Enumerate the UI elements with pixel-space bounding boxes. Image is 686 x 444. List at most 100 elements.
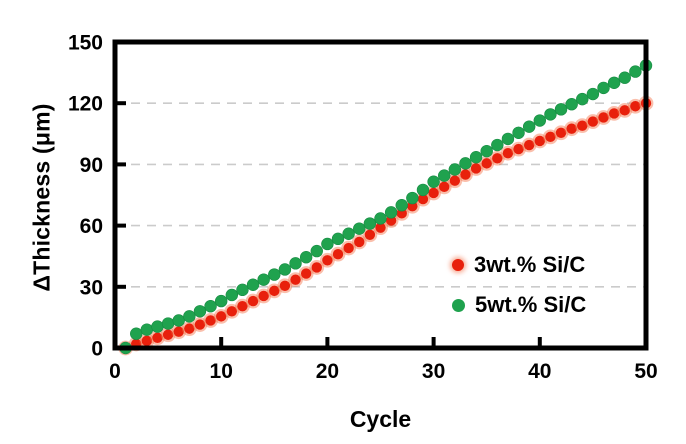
data-point-3wt [449, 175, 461, 186]
data-point-3wt [608, 108, 620, 119]
data-point-5wt [183, 310, 196, 323]
data-point-3wt [269, 285, 280, 297]
data-point-3wt [619, 105, 630, 116]
data-point-3wt [460, 169, 471, 180]
data-point-5wt [597, 81, 610, 95]
data-point-5wt [448, 163, 462, 176]
data-point-3wt [545, 131, 556, 143]
data-point-3wt [311, 262, 322, 273]
data-point-5wt [586, 87, 600, 101]
data-point-5wt [278, 263, 292, 276]
data-point-5wt [533, 114, 546, 127]
x-tick-label-10: 10 [210, 360, 233, 383]
y-tick-label-150: 150 [68, 32, 103, 55]
data-point-3wt [502, 147, 514, 159]
data-point-3wt [439, 181, 450, 193]
data-point-5wt [215, 294, 228, 308]
data-point-5wt [331, 232, 345, 246]
data-point-5wt [427, 175, 440, 188]
plot-frame [112, 39, 649, 351]
data-point-5wt [363, 217, 377, 230]
data-point-5wt [161, 317, 175, 330]
data-point-3wt [290, 274, 301, 285]
data-point-3wt [630, 101, 641, 112]
data-point-3wt [428, 187, 439, 199]
data-point-5wt [299, 251, 313, 264]
data-point-5wt [321, 237, 334, 251]
data-point-3wt [354, 236, 365, 248]
y-tick-label-30: 30 [80, 276, 103, 299]
data-point-5wt [469, 151, 483, 164]
data-point-3wt [279, 280, 291, 291]
data-point-3wt [152, 332, 163, 343]
data-point-3wt [226, 306, 238, 317]
data-point-5wt [384, 206, 398, 219]
data-point-5wt [374, 212, 387, 225]
legend-marker-5wt-icon [452, 298, 465, 312]
data-point-3wt [216, 311, 227, 322]
data-point-5wt [193, 305, 207, 318]
data-point-5wt [607, 76, 621, 90]
data-point-3wt [513, 143, 524, 155]
data-point-5wt [438, 169, 451, 182]
data-point-5wt [522, 120, 536, 133]
data-point-5wt [416, 183, 430, 197]
data-point-3wt [332, 248, 344, 260]
data-point-5wt [512, 126, 525, 139]
data-point-3wt [417, 193, 429, 205]
data-point-3wt [555, 127, 567, 138]
data-point-5wt [289, 257, 302, 270]
data-point-3wt [247, 295, 259, 307]
legend-label-3wt: 3wt.% Si/C [474, 252, 586, 277]
data-point-3wt [566, 123, 577, 134]
data-point-5wt [480, 144, 493, 158]
data-point-3wt [343, 242, 354, 254]
data-point-3wt [162, 329, 174, 340]
data-point-5wt [310, 244, 323, 258]
data-point-3wt [364, 229, 376, 240]
data-point-3wt [587, 116, 599, 127]
data-point-5wt [140, 323, 154, 336]
legend-item-5wt: 5wt.% Si/C [452, 285, 586, 325]
data-point-5wt [501, 132, 515, 146]
data-point-3wt [375, 222, 386, 233]
data-point-5wt [225, 288, 239, 302]
data-point-3wt [322, 255, 333, 266]
data-point-5wt [246, 278, 260, 291]
x-axis-title: Cycle [349, 406, 412, 432]
data-point-5wt [151, 320, 164, 333]
data-point-5wt [576, 92, 589, 106]
y-axis-title: ΔThickness (μm) [28, 103, 55, 292]
data-point-3wt [492, 153, 503, 164]
data-point-5wt [554, 103, 568, 116]
data-point-5wt [353, 222, 366, 235]
data-point-5wt [257, 273, 270, 286]
data-point-5wt [268, 268, 281, 281]
data-point-3wt [470, 163, 482, 174]
data-point-3wt [173, 326, 184, 337]
data-point-5wt [130, 327, 143, 340]
data-point-5wt [204, 299, 217, 313]
data-point-5wt [618, 71, 631, 84]
data-point-3wt [534, 135, 545, 147]
y-tick-label-0: 0 [91, 338, 103, 361]
legend-item-3wt: 3wt.% Si/C [452, 245, 586, 285]
y-tick-label-120: 120 [68, 93, 103, 116]
data-point-3wt [258, 290, 269, 302]
y-tick-label-90: 90 [80, 154, 103, 177]
data-point-5wt [406, 191, 419, 205]
data-point-5wt [172, 314, 185, 327]
legend-label-5wt: 5wt.% Si/C [475, 292, 587, 317]
data-point-5wt [565, 98, 578, 111]
data-point-5wt [544, 108, 557, 121]
data-point-3wt [577, 120, 588, 131]
x-tick-label-20: 20 [316, 360, 339, 383]
data-point-3wt [194, 319, 206, 330]
x-tick-label-40: 40 [528, 360, 551, 383]
data-point-3wt [237, 300, 248, 312]
data-point-3wt [523, 139, 535, 151]
data-point-3wt [141, 335, 153, 347]
legend: 3wt.% Si/C 5wt.% Si/C [452, 245, 586, 325]
